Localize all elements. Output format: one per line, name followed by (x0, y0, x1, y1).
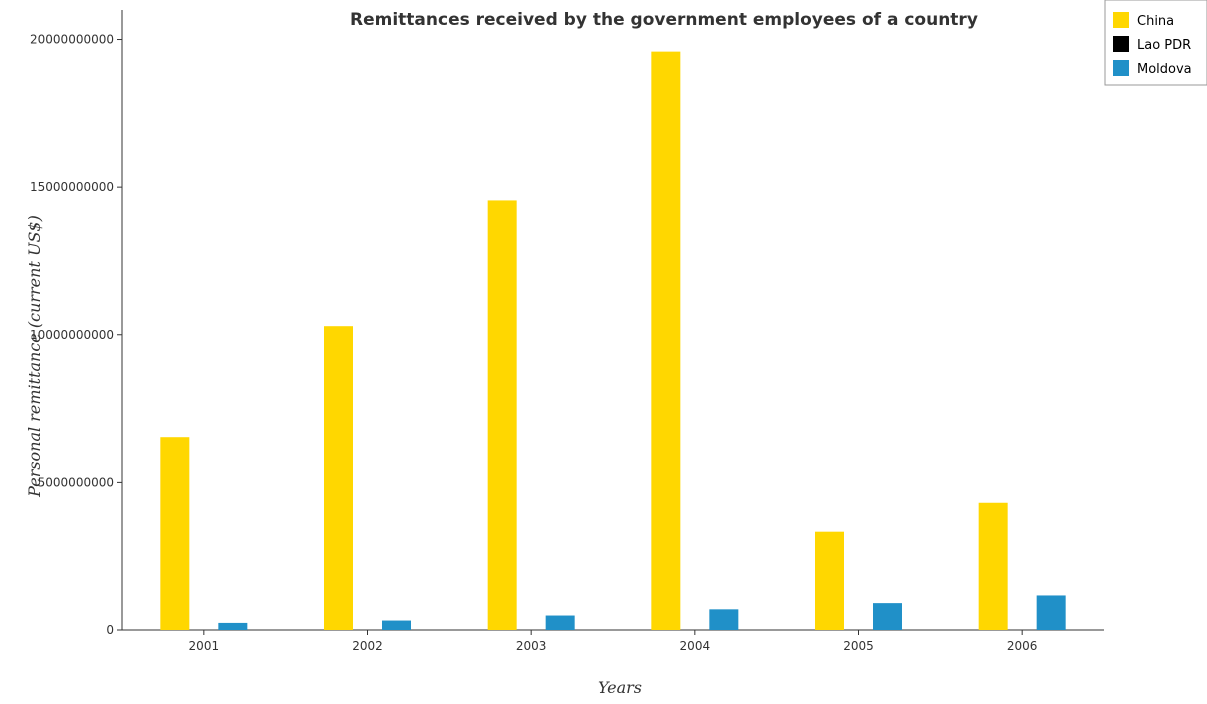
x-tick-label: 2006 (1007, 639, 1038, 653)
y-tick-label: 15000000000 (30, 180, 114, 194)
legend-label-china: China (1137, 14, 1174, 29)
bar-china-2001 (160, 437, 189, 630)
bar-china-2002 (324, 326, 353, 630)
x-tick-label: 2001 (189, 639, 220, 653)
x-tick-label: 2002 (352, 639, 383, 653)
chart-title: Remittances received by the government e… (350, 10, 978, 30)
bar-china-2004 (651, 52, 680, 630)
x-tick-label: 2005 (843, 639, 874, 653)
bar-moldova-2003 (546, 616, 575, 630)
legend-swatch-moldova (1113, 60, 1129, 76)
bar-moldova-2005 (873, 603, 902, 630)
y-axis-label: Personal remittance (current US$) (25, 215, 44, 498)
legend: China Lao PDR Moldova (1105, 0, 1207, 85)
plot-area: 0500000000010000000000150000000002000000… (30, 10, 1104, 653)
bar-china-2006 (979, 503, 1008, 630)
bar-moldova-2006 (1037, 595, 1066, 630)
y-tick-label: 0 (106, 623, 114, 637)
legend-swatch-china (1113, 12, 1129, 28)
legend-label-moldova: Moldova (1137, 62, 1192, 77)
legend-label-lao-pdr: Lao PDR (1137, 38, 1191, 53)
x-tick-label: 2003 (516, 639, 547, 653)
bar-moldova-2001 (218, 623, 247, 630)
bar-moldova-2002 (382, 621, 411, 630)
y-tick-label: 20000000000 (30, 33, 114, 47)
y-tick-label: 5000000000 (38, 475, 114, 489)
x-axis-label: Years (598, 678, 642, 697)
legend-swatch-lao-pdr (1113, 36, 1129, 52)
bar-china-2003 (488, 200, 517, 630)
bar-china-2005 (815, 532, 844, 630)
bar-moldova-2004 (709, 609, 738, 630)
x-tick-label: 2004 (680, 639, 711, 653)
